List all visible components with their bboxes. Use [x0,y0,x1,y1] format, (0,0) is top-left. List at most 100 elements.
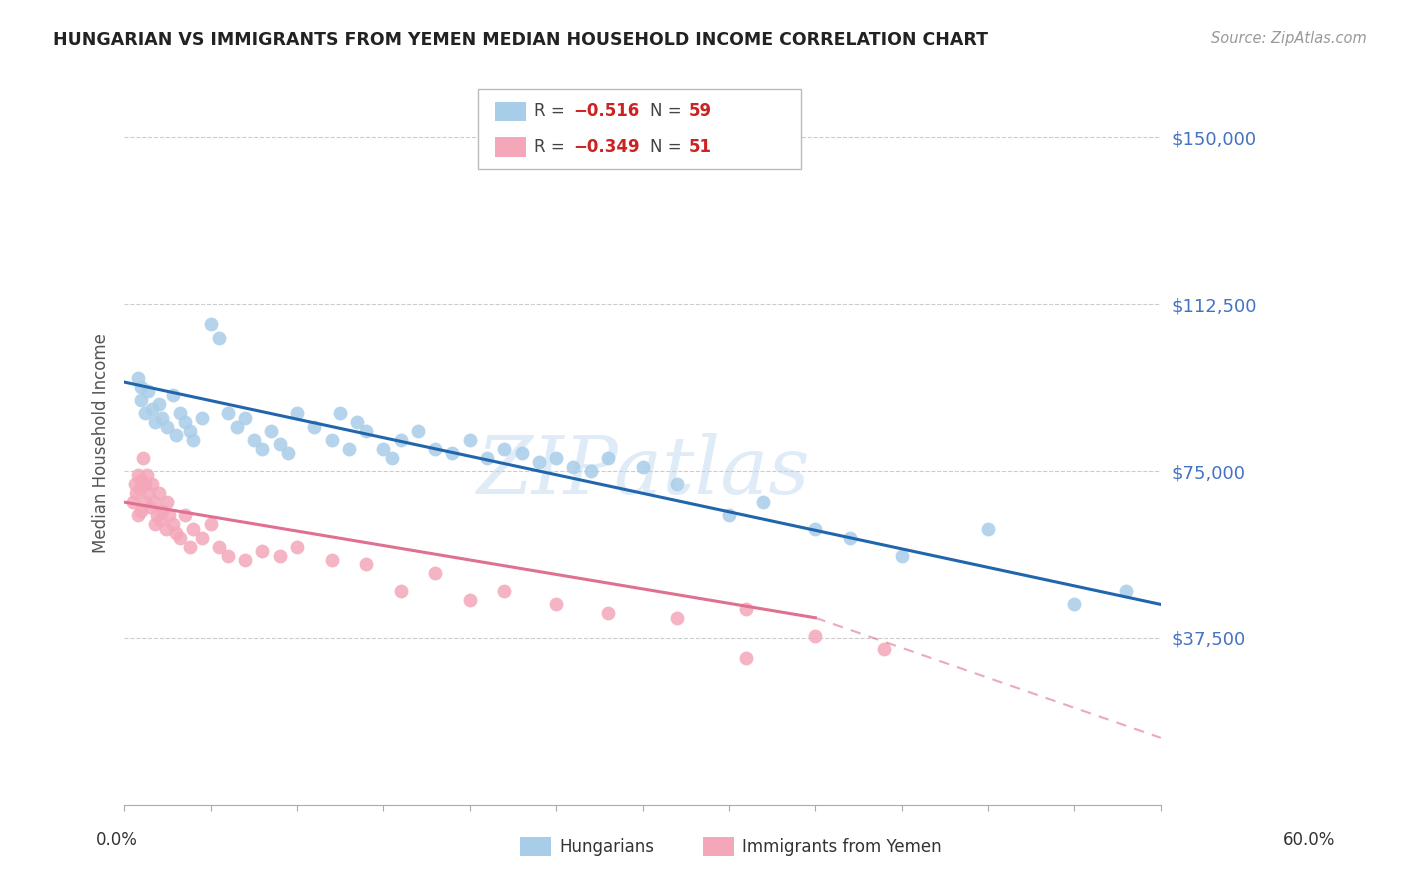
Point [441,446,464,460]
Point [252,442,274,456]
Point [143,517,166,532]
Point [134,406,156,420]
Point [142,495,165,509]
Point [169,406,191,420]
Point [804,522,827,536]
Point [191,531,214,545]
Point [200,517,222,532]
Text: Source: ZipAtlas.com: Source: ZipAtlas.com [1211,31,1367,46]
Point [191,410,214,425]
Point [252,544,274,558]
Point [494,442,516,456]
Point [329,406,352,420]
Point [406,424,429,438]
Text: N =: N = [650,103,686,120]
Point [1115,584,1137,599]
Point [131,392,153,407]
Point [546,450,568,465]
Point [162,517,184,532]
Point [873,641,896,656]
Point [354,558,377,572]
Point [752,495,775,509]
Point [173,508,195,523]
Point [135,468,157,483]
Point [337,442,360,456]
Point [354,424,377,438]
Point [579,464,602,478]
Point [304,419,326,434]
Text: N =: N = [650,138,686,156]
Point [233,553,256,567]
Point [225,419,247,434]
Point [139,500,162,514]
Point [425,566,447,581]
Point [162,388,184,402]
Point [666,477,689,491]
Point [156,419,179,434]
Point [134,495,156,509]
Point [150,410,173,425]
Point [183,433,205,447]
Point [121,495,143,509]
Text: 51: 51 [689,138,711,156]
Point [217,406,239,420]
Point [346,415,368,429]
Point [208,330,231,344]
Point [389,584,412,599]
Point [494,584,516,599]
Point [148,486,170,500]
Point [141,477,163,491]
Point [146,508,169,523]
Point [157,508,180,523]
Point [717,508,740,523]
Point [562,459,585,474]
Point [124,477,146,491]
Point [373,442,395,456]
Point [285,406,308,420]
Point [389,433,412,447]
Point [138,384,160,398]
Point [127,468,149,483]
Point [596,450,619,465]
Point [128,482,150,496]
Point [321,553,343,567]
Text: 60.0%: 60.0% [1284,831,1336,849]
Point [527,455,550,469]
Text: −0.349: −0.349 [574,138,640,156]
Text: R =: R = [534,103,571,120]
Point [458,593,481,607]
Point [243,433,266,447]
Point [217,549,239,563]
Point [285,540,308,554]
Point [260,424,283,438]
Point [381,450,404,465]
Point [735,602,758,616]
Point [141,401,163,416]
Text: 59: 59 [689,103,711,120]
Point [425,442,447,456]
Point [458,433,481,447]
Point [475,450,498,465]
Point [149,513,172,527]
Point [890,549,912,563]
Text: 0.0%: 0.0% [96,831,138,849]
Point [838,531,860,545]
Point [127,370,149,384]
Point [321,433,343,447]
Point [156,495,179,509]
Point [269,437,291,451]
Point [200,318,222,332]
Point [131,473,153,487]
Text: HUNGARIAN VS IMMIGRANTS FROM YEMEN MEDIAN HOUSEHOLD INCOME CORRELATION CHART: HUNGARIAN VS IMMIGRANTS FROM YEMEN MEDIA… [53,31,988,49]
Text: −0.516: −0.516 [574,103,640,120]
Point [183,522,205,536]
Point [735,650,758,665]
Point [233,410,256,425]
Point [150,504,173,518]
Point [666,611,689,625]
Y-axis label: Median Household Income: Median Household Income [93,334,110,553]
Text: Hungarians: Hungarians [560,838,655,855]
Point [138,486,160,500]
Point [269,549,291,563]
Point [143,415,166,429]
